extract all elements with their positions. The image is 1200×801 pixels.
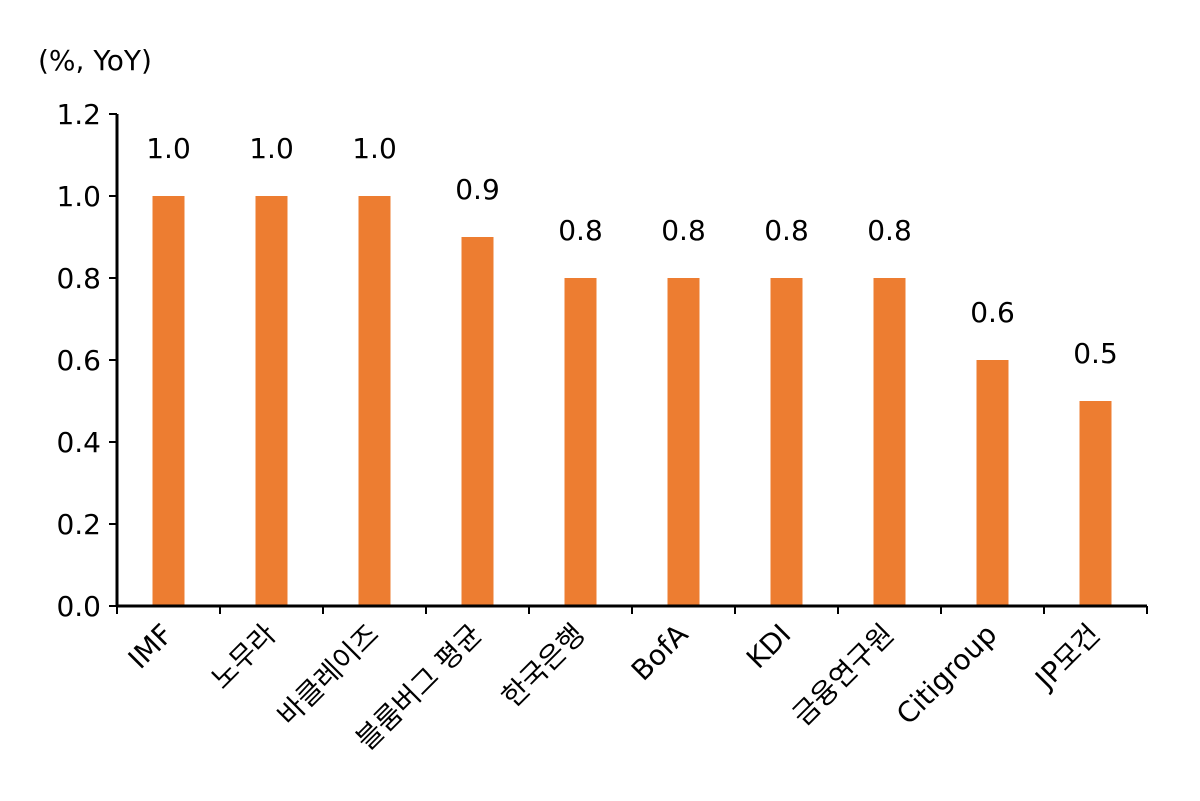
axes bbox=[115, 114, 1148, 614]
y-tick-label: 1.2 bbox=[56, 98, 101, 131]
bar bbox=[255, 196, 288, 606]
bar-value-label: 0.8 bbox=[764, 214, 809, 247]
x-category-label: 한국은행 bbox=[495, 618, 591, 714]
y-tick-label: 0.0 bbox=[56, 590, 101, 623]
value-labels: 1.0 1.0 1.0 0.9 0.8 0.8 0.8 0.8 0.6 0.5 bbox=[146, 132, 1118, 370]
bar bbox=[461, 237, 494, 606]
bar bbox=[1079, 401, 1112, 606]
bar-value-label: 0.8 bbox=[558, 214, 603, 247]
y-tick-label: 0.8 bbox=[56, 262, 101, 295]
bar-value-label: 1.0 bbox=[352, 132, 397, 165]
bar bbox=[152, 196, 185, 606]
x-category-label: 노무라 bbox=[204, 618, 282, 696]
y-tick-label: 1.0 bbox=[56, 180, 101, 213]
y-axis-ticks: 0.0 0.2 0.4 0.6 0.8 1.0 1.2 bbox=[56, 98, 117, 623]
bar bbox=[564, 278, 597, 606]
x-category-label: BofA bbox=[625, 618, 695, 688]
bar-value-label: 1.0 bbox=[146, 132, 191, 165]
bar bbox=[873, 278, 906, 606]
bar bbox=[770, 278, 803, 606]
bar bbox=[667, 278, 700, 606]
y-tick-label: 0.4 bbox=[56, 426, 101, 459]
bar-value-label: 0.6 bbox=[970, 296, 1015, 329]
bar-value-label: 0.9 bbox=[455, 173, 500, 206]
bar bbox=[358, 196, 391, 606]
x-category-label: KDI bbox=[740, 618, 797, 675]
bar-value-label: 0.5 bbox=[1073, 337, 1118, 370]
x-category-label: JP모건 bbox=[1027, 618, 1106, 697]
bar-series bbox=[152, 196, 1112, 606]
x-category-label: Citigroup bbox=[890, 618, 1003, 731]
y-tick-label: 0.6 bbox=[56, 344, 101, 377]
bar bbox=[976, 360, 1009, 606]
x-category-label: 금융연구원 bbox=[786, 618, 900, 732]
x-category-label: IMF bbox=[122, 618, 180, 676]
bar-value-label: 0.8 bbox=[867, 214, 912, 247]
y-tick-label: 0.2 bbox=[56, 508, 101, 541]
bar-value-label: 0.8 bbox=[661, 214, 706, 247]
bar-value-label: 1.0 bbox=[249, 132, 294, 165]
y-axis-unit-label: (%, YoY) bbox=[38, 44, 152, 77]
